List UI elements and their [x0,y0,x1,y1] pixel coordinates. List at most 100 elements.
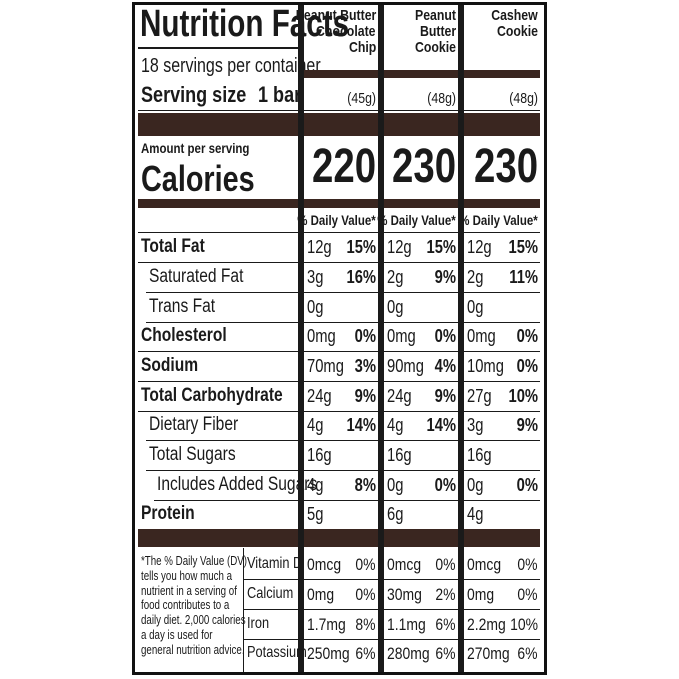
micronutrient-daily-value: 6% [517,644,538,663]
column-header-bar [384,70,458,78]
section-bar [304,199,378,208]
row-divider [464,110,540,111]
row-divider [146,322,298,323]
row-divider [304,292,378,293]
row-divider [384,639,458,640]
row-divider [138,232,298,233]
column-serving-weight: (45g) [347,90,376,107]
column-product-name: Peanut [414,7,456,24]
column-header-bar [304,70,378,78]
nutrient-amount: 24g [307,386,332,406]
row-divider [304,609,378,610]
column-serving-weight: (48g) [509,90,538,107]
row-divider [138,351,298,352]
row-divider [304,639,378,640]
nutrient-amount: 4g [387,415,404,435]
row-divider [464,262,540,263]
row-divider [138,381,298,382]
nutrient-daily-value: 9% [516,415,538,435]
nutrient-daily-value: 8% [354,475,376,495]
daily-value-footnote: *The % Daily Value (DV) [141,554,248,568]
nutrient-amount: 0g [307,297,324,317]
micronutrient-daily-value: 8% [355,615,376,634]
nutrient-daily-value: 9% [434,267,456,287]
nutrient-daily-value: 14% [346,415,376,435]
nutrient-daily-value: 15% [426,237,456,257]
nutrient-amount: 3g [307,267,324,287]
micronutrient-amount: 1.1mg [387,615,426,634]
row-divider [138,262,298,263]
micronutrient-amount: 30mg [387,585,422,604]
section-bar [464,113,540,136]
row-divider [384,411,458,412]
daily-value-footnote: daily diet. 2,000 calories [141,613,246,628]
micronutrient-daily-value: 6% [355,644,376,663]
nutrient-amount: 0mg [307,326,336,346]
serving-size-value: 1 bar [258,82,302,107]
row-divider [304,500,378,501]
row-divider [243,639,298,640]
row-divider [304,110,378,111]
nutrient-amount: 4g [307,415,324,435]
micronutrient-daily-value: 0% [355,585,376,604]
column-product-name: Chip [348,39,376,56]
row-divider [154,500,298,501]
nutrient-label: Protein [141,503,195,524]
micronutrient-amount: 0mcg [307,555,342,574]
row-divider [464,500,540,501]
nutrient-daily-value: 3% [354,356,376,376]
row-divider [146,440,298,441]
row-divider [384,470,458,471]
nutrient-label: Total Sugars [149,444,236,465]
row-divider [464,232,540,233]
row-divider [464,322,540,323]
column-product-name: Chocolate [316,23,376,40]
nutrient-amount: 4g [467,504,484,524]
micronutrient-amount: 280mg [387,644,430,663]
nutrient-daily-value: 4% [434,356,456,376]
column-divider [458,5,464,672]
nutrient-amount: 10mg [467,356,504,376]
column-serving-weight: (48g) [427,90,456,107]
nutrient-daily-value: 15% [508,237,538,257]
micronutrient-label: Calcium [247,585,294,602]
row-divider [384,609,458,610]
nutrient-amount: 0g [467,475,484,495]
micronutrient-daily-value: 0% [435,555,456,574]
micronutrient-amount: 0mg [467,585,495,604]
section-bar [304,529,378,547]
column-divider [378,5,384,672]
row-divider [464,639,540,640]
row-divider [384,110,458,111]
micronutrient-amount: 0mcg [387,555,422,574]
daily-value-header: % Daily Value* [297,212,376,228]
section-bar [138,529,298,547]
row-divider [243,579,298,580]
row-divider [146,470,298,471]
nutrient-daily-value: 0% [434,326,456,346]
nutrient-label: Saturated Fat [149,266,244,287]
daily-value-footnote: food contributes to a [141,598,230,613]
row-divider [384,232,458,233]
nutrient-daily-value: 0% [354,326,376,346]
nutrient-daily-value: 11% [509,267,538,287]
micronutrient-daily-value: 2% [435,585,456,604]
row-divider [384,440,458,441]
nutrient-label: Total Carbohydrate [141,385,283,406]
calories-value: 230 [391,140,456,193]
row-divider [384,381,458,382]
servings-per-container: 18 servings per container [141,55,321,77]
calories-label: Calories [141,158,255,199]
amount-per-serving: Amount per serving [141,140,250,156]
nutrient-amount: 0g [467,297,484,317]
row-divider [384,292,458,293]
micronutrient-amount: 2.2mg [467,615,506,634]
section-bar [138,199,298,208]
nutrient-amount: 12g [467,237,492,257]
micronutrient-daily-value: 6% [435,644,456,663]
row-divider [304,470,378,471]
micronutrient-daily-value: 10% [510,615,538,634]
section-bar [384,199,458,208]
micronutrient-daily-value: 6% [435,615,456,634]
nutrient-amount: 0mg [467,326,496,346]
